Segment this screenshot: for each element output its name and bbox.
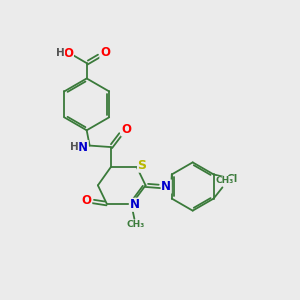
Text: Cl: Cl — [227, 174, 238, 184]
Text: N: N — [78, 141, 88, 154]
Text: S: S — [137, 159, 146, 172]
Text: O: O — [100, 46, 110, 59]
Text: H: H — [70, 142, 79, 152]
Text: O: O — [82, 194, 92, 207]
Text: N: N — [161, 180, 171, 193]
Text: O: O — [121, 123, 131, 136]
Text: O: O — [63, 46, 74, 60]
Text: H: H — [56, 48, 64, 58]
Text: N: N — [129, 198, 140, 211]
Text: CH₃: CH₃ — [216, 176, 234, 185]
Text: CH₃: CH₃ — [127, 220, 145, 229]
